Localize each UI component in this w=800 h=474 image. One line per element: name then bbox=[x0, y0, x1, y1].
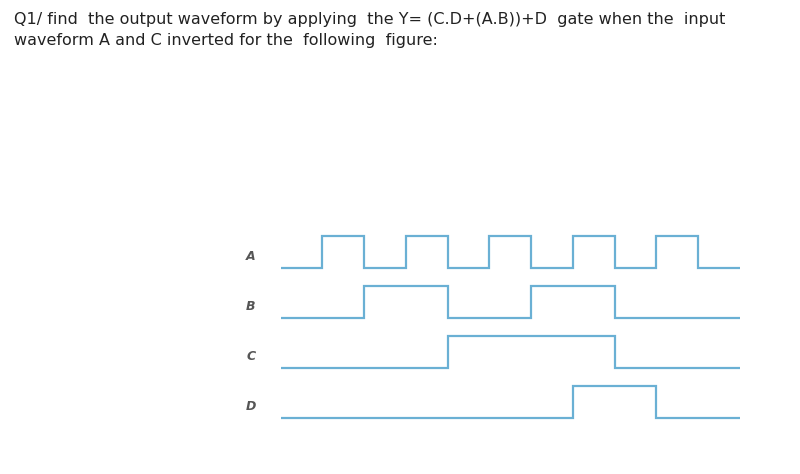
Text: A: A bbox=[246, 250, 256, 264]
Text: D: D bbox=[246, 400, 256, 413]
Text: C: C bbox=[246, 350, 256, 363]
Text: B: B bbox=[246, 301, 256, 313]
Text: Q1/ find  the output waveform by applying  the Y= (C.D+(A.B))+D  gate when the  : Q1/ find the output waveform by applying… bbox=[14, 12, 726, 48]
